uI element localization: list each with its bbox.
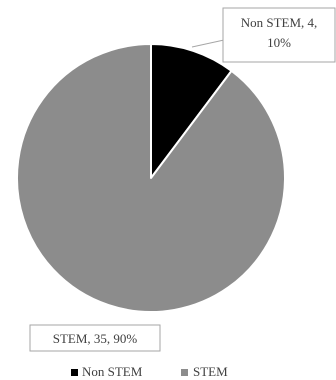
data-label-non-stem-line2: 10% [267, 35, 291, 50]
data-label-box-non-stem [222, 7, 336, 63]
legend-label-stem: STEM [193, 364, 228, 379]
data-label-stem-text: STEM, 35, 90% [53, 331, 138, 346]
leader-line-non-stem [191, 39, 225, 48]
legend-swatch-stem [181, 369, 188, 376]
pie-slice-non-stem [150, 43, 233, 179]
data-label-non-stem: Non STEM, 4, 10% [191, 7, 336, 63]
data-label-non-stem-line1: Non STEM, 4, [241, 15, 318, 30]
pie-slices [16, 43, 286, 313]
legend-swatch-non-stem [71, 369, 78, 376]
data-label-box-stem [29, 324, 161, 352]
legend-label-non-stem: Non STEM [82, 364, 143, 379]
data-label-stem: STEM, 35, 90% [29, 324, 161, 352]
legend: Non STEM STEM [71, 364, 228, 379]
pie-slice-stem [16, 43, 286, 313]
